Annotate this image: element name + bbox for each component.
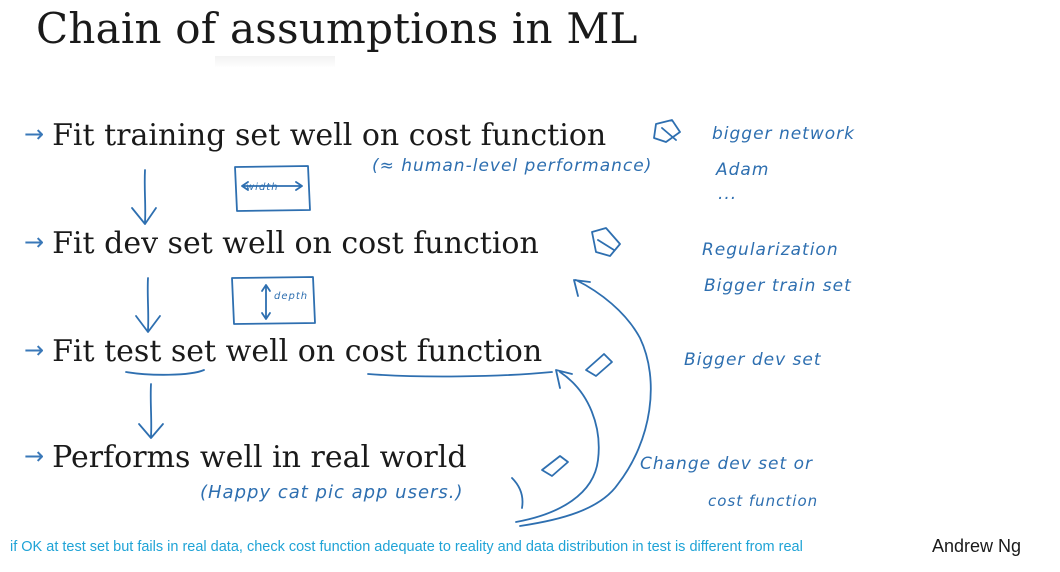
down-arrow-1: [131, 169, 157, 225]
knob-1-line-1: bigger network: [712, 124, 855, 144]
step-test-text: Fit test set well on cost function: [52, 334, 543, 369]
width-box-label: width: [246, 182, 279, 193]
knob-2-line-2: Bigger train set: [704, 276, 852, 296]
knob-1-line-3: ...: [718, 184, 738, 204]
bullet-arrow-icon: →: [24, 336, 45, 364]
happy-cat-note: (Happy cat pic app users.): [200, 482, 464, 503]
knob-2-line-1: Regularization: [702, 240, 839, 260]
loop-arrow-to-test: [515, 369, 600, 523]
author-credit: Andrew Ng: [932, 536, 1022, 556]
width-box: [234, 165, 311, 212]
underline-cost-function: [367, 371, 553, 378]
knob-4-line-2: cost function: [708, 492, 819, 510]
step-real-world-text: Performs well in real world: [52, 440, 467, 475]
step-dev-text: Fit dev set well on cost function: [52, 226, 539, 261]
step-train: → Fit training set well on cost function: [24, 118, 606, 153]
depth-arrow: [261, 284, 271, 320]
bullet-arrow-icon: →: [24, 228, 45, 256]
happy-cat-hook: [511, 477, 524, 509]
knob-3-line-1: Bigger dev set: [684, 350, 822, 370]
knob-icon: [591, 227, 621, 257]
width-arrow: [241, 181, 303, 191]
depth-box: [231, 276, 316, 325]
down-arrow-3: [138, 383, 164, 439]
knob-4-line-1: Change dev set or: [640, 454, 813, 474]
bullet-arrow-icon: →: [24, 120, 45, 148]
bullet-arrow-icon: →: [24, 442, 45, 470]
caption: if OK at test set but fails in real data…: [10, 539, 803, 555]
knob-icon: [585, 353, 613, 377]
knob-1-line-2: Adam: [716, 160, 770, 180]
human-level-note: (≈ human-level performance): [372, 156, 653, 176]
step-test: → Fit test set well on cost function: [24, 334, 542, 369]
underline-test-set: [125, 369, 205, 376]
slide-title: Chain of assumptions in ML: [36, 4, 638, 53]
step-train-text: Fit training set well on cost function: [52, 118, 607, 153]
loop-arrow-to-dev: [519, 279, 652, 527]
step-dev: → Fit dev set well on cost function: [24, 226, 539, 261]
step-real-world: → Performs well in real world: [24, 440, 467, 475]
knob-icon: [653, 119, 681, 143]
title-shadow: [215, 56, 335, 68]
down-arrow-2: [135, 277, 161, 333]
knob-icon: [541, 455, 569, 477]
depth-box-label: depth: [274, 291, 309, 302]
